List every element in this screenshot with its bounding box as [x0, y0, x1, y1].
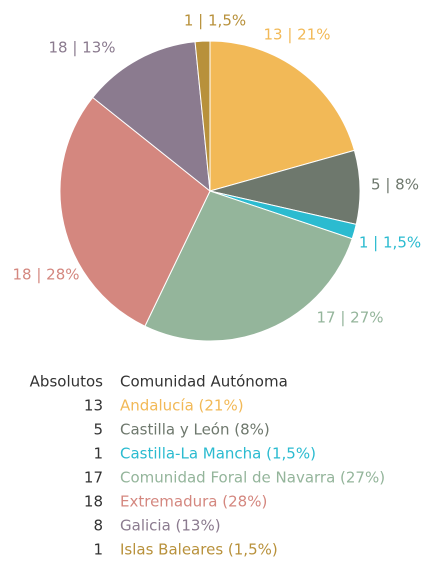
pie-slice — [92, 41, 211, 193]
pie-slice — [59, 96, 211, 327]
legend-label: Castilla y León (8%) — [120, 421, 270, 439]
legend-count: 8 — [93, 517, 103, 535]
legend-count: 13 — [84, 397, 103, 415]
legend-count: 1 — [93, 445, 103, 463]
slice-label: 13 | 21% — [263, 26, 330, 44]
pie-slice — [194, 40, 211, 192]
slice-label: 1 | 1,5% — [184, 12, 246, 30]
legend-label: Andalucía (21%) — [120, 397, 244, 415]
legend-label: Extremadura (28%) — [120, 493, 267, 511]
slice-label: 18 | 13% — [48, 39, 115, 57]
legend-count: 17 — [84, 469, 103, 487]
slice-label: 17 | 27% — [316, 309, 383, 327]
slice-label: 18 | 28% — [12, 266, 79, 284]
slice-label: 5 | 8% — [371, 176, 419, 194]
legend-header: Comunidad Autónoma — [120, 373, 288, 391]
legend-count: 18 — [84, 493, 103, 511]
legend-count: 5 — [93, 421, 103, 439]
legend-header: Absolutos — [30, 373, 104, 391]
legend-label: Islas Baleares (1,5%) — [120, 541, 278, 559]
legend-label: Galicia (13%) — [120, 517, 221, 535]
legend-label: Comunidad Foral de Navarra (27%) — [120, 469, 385, 487]
legend-label: Castilla-La Mancha (1,5%) — [120, 445, 316, 463]
legend-count: 1 — [93, 541, 103, 559]
pie-slice — [209, 40, 356, 192]
slice-label: 1 | 1,5% — [359, 234, 421, 252]
pie-slice — [144, 190, 353, 342]
